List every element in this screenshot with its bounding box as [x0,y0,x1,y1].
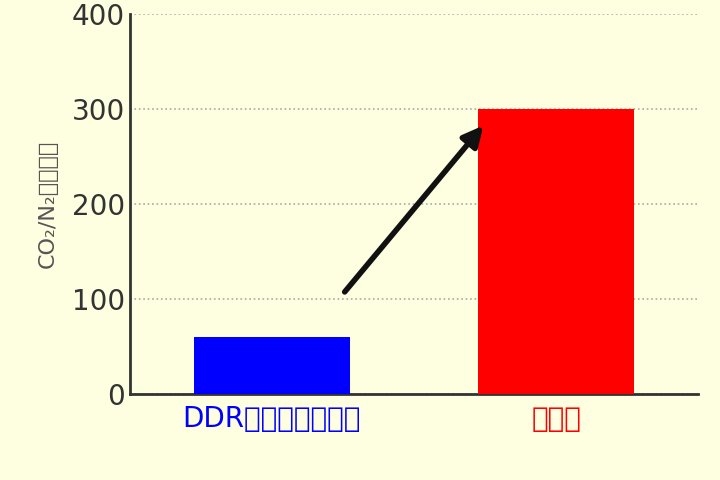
Y-axis label: CO₂/N₂分離精度: CO₂/N₂分離精度 [37,140,58,268]
Bar [478,109,634,394]
Bar [194,337,350,394]
